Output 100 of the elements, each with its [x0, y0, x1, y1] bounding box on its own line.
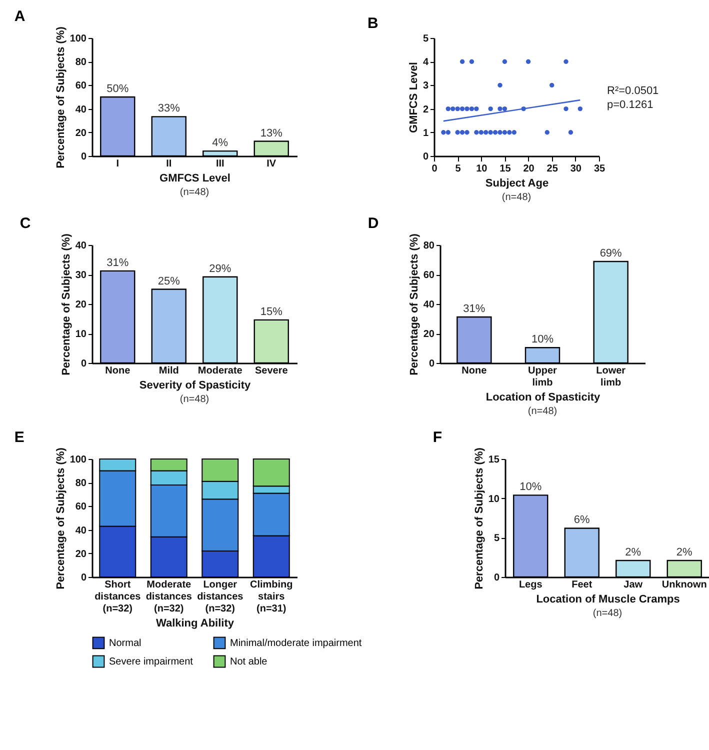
y-axis-title: Percentage of Subjects (%) — [54, 26, 67, 168]
x-axis-title: GMFCS Level — [160, 172, 230, 184]
data-label: 13% — [260, 127, 283, 140]
x-tick-label: None — [462, 366, 488, 376]
y-axis-title: GMFCS Level — [408, 62, 420, 133]
point — [460, 59, 465, 64]
y-tick-label: 20 — [423, 329, 435, 340]
x-tick-label: None — [105, 366, 131, 376]
y-tick-label: 40 — [75, 240, 87, 252]
legend-label: Not able — [230, 656, 268, 668]
x-axis-title: Location of Muscle Cramps — [536, 594, 680, 606]
point — [469, 106, 474, 112]
point — [478, 130, 484, 135]
data-label: 31% — [106, 256, 129, 269]
text: (n=48) — [502, 192, 532, 203]
x-tick-label: 35 — [594, 164, 606, 174]
x-tick-label: Severe — [254, 366, 288, 376]
y-tick-label: 10 — [75, 329, 87, 340]
y-tick-label: 3 — [422, 80, 429, 92]
x-tick-label: 5 — [455, 164, 462, 174]
chart-title: A — [14, 8, 26, 26]
point — [460, 130, 465, 135]
y-tick-label: 30 — [75, 270, 87, 281]
point — [484, 130, 488, 135]
point — [446, 130, 450, 135]
point — [474, 130, 479, 135]
point — [441, 130, 446, 135]
x-tick-label: IV — [266, 158, 276, 170]
y-axis-title: Percentage of Subjects (%) — [60, 233, 72, 376]
y-tick-label: 20 — [75, 548, 87, 560]
point — [498, 130, 502, 135]
data-label: 15% — [260, 306, 283, 318]
y-axis-title: Percentage of Subjects (%) — [473, 447, 486, 590]
point — [460, 106, 465, 112]
point — [498, 82, 502, 88]
data-label: 50% — [106, 83, 129, 95]
y-tick-label: 15 — [488, 454, 500, 466]
x-tick-label: Legs — [518, 580, 543, 590]
data-label: 33% — [158, 102, 180, 115]
x-tick-label: Mild — [158, 366, 179, 376]
text: (n=48) — [180, 187, 210, 198]
y-tick-label: 1 — [422, 128, 429, 139]
x-axis-title: Severity of Spasticity — [139, 380, 252, 392]
x-tick-label: Moderate distances (n=32) — [146, 580, 192, 614]
point — [564, 59, 568, 64]
data-label: 10% — [531, 334, 554, 346]
point — [446, 106, 450, 112]
x-tick-label: Feet — [572, 580, 593, 590]
x-tick-label: II — [166, 158, 172, 170]
y-tick-label: 60 — [75, 502, 87, 513]
x-tick-label: 20 — [523, 164, 535, 174]
y-tick-label: 80 — [423, 240, 435, 252]
point — [564, 106, 568, 112]
point — [450, 106, 456, 112]
y-tick-label: 5 — [494, 533, 500, 544]
x-tick-label: Moderate — [198, 366, 243, 376]
y-tick-label: 10 — [488, 494, 500, 505]
point — [512, 130, 516, 135]
y-tick-label: 0 — [80, 572, 87, 584]
y-tick-label: 20 — [75, 300, 87, 310]
x-tick-label: Longer distances (n=32) — [197, 580, 244, 614]
point — [502, 59, 508, 64]
y-tick-label: 40 — [423, 300, 435, 310]
point — [550, 82, 554, 88]
legend-label: Severe impairment — [109, 656, 194, 668]
data-label: 2% — [625, 546, 642, 558]
y-tick-label: 0 — [428, 358, 435, 370]
x-tick-label: Upper limb — [528, 366, 558, 388]
point — [464, 130, 470, 135]
chart-title: D — [368, 215, 379, 232]
x-tick-label: 25 — [546, 164, 558, 174]
data-label: 29% — [209, 262, 232, 275]
y-tick-label: 80 — [75, 57, 87, 68]
point — [469, 59, 474, 64]
x-tick-label: 10 — [476, 164, 488, 174]
point — [498, 106, 502, 112]
x-tick-label: I — [116, 158, 120, 170]
point — [578, 106, 582, 112]
point — [502, 130, 508, 135]
y-tick-label: 100 — [70, 454, 87, 466]
y-axis-title: Percentage of Subjects (%) — [408, 233, 420, 376]
y-tick-label: 40 — [75, 104, 87, 116]
point — [568, 130, 574, 135]
y-tick-label: 20 — [75, 128, 87, 139]
y-tick-label: 60 — [423, 270, 435, 281]
data-label: 25% — [158, 275, 180, 288]
legend-label: Normal — [109, 638, 142, 649]
x-axis-title: Walking Ability — [156, 618, 235, 630]
point — [474, 106, 479, 112]
point — [455, 106, 460, 112]
y-tick-label: 0 — [80, 152, 87, 162]
point — [455, 130, 460, 135]
data-label: 31% — [463, 302, 486, 315]
point — [502, 106, 508, 112]
x-tick-label: 30 — [570, 164, 582, 174]
y-tick-label: 5 — [422, 34, 429, 44]
legend-label: Minimal/moderate impairment — [230, 638, 362, 649]
x-tick-label: III — [216, 158, 225, 170]
y-tick-label: 80 — [75, 478, 87, 490]
point — [492, 130, 498, 135]
